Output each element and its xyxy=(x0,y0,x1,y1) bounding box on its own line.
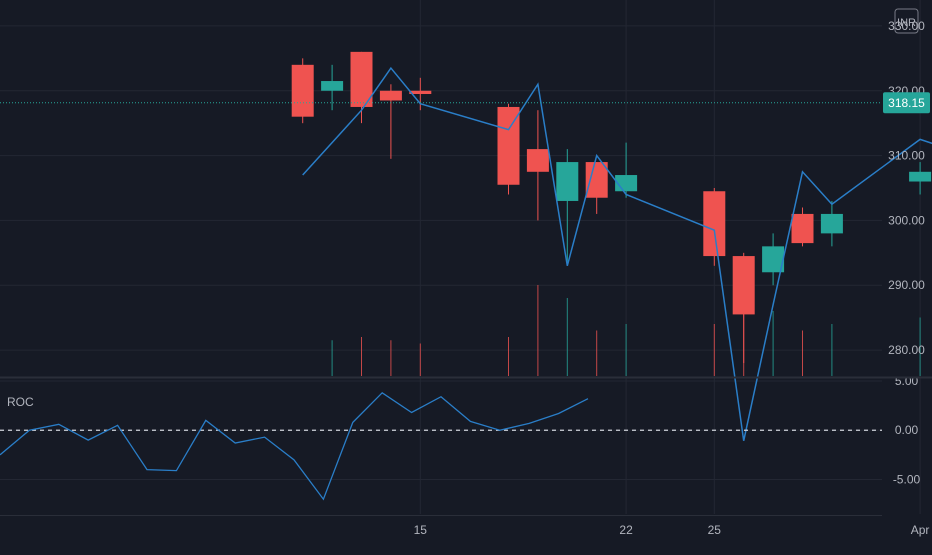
volume-bar xyxy=(419,343,421,376)
volume-bar xyxy=(361,337,362,376)
price-axis-tick-label: 330.00 xyxy=(888,19,925,33)
candle-body xyxy=(350,51,373,107)
volume-bar xyxy=(713,324,715,376)
price-line-layer xyxy=(302,66,932,441)
roc-axis-tick-label: 5.00 xyxy=(895,374,919,388)
roc-line xyxy=(0,391,589,501)
last-price-marker: 318.15 xyxy=(0,92,930,114)
price-axis-tick-label: 300.00 xyxy=(888,213,925,227)
volume-bar xyxy=(596,330,598,376)
candle-body xyxy=(762,246,785,273)
roc-pane xyxy=(0,391,882,501)
time-axis-tick-label: 25 xyxy=(708,523,722,537)
candle-body xyxy=(703,191,726,257)
time-axis-tick-label: 22 xyxy=(619,523,633,537)
price-line xyxy=(302,66,932,441)
roc-axis-tick-label: 0.00 xyxy=(895,423,919,437)
candle-body xyxy=(409,90,432,94)
volume-bar xyxy=(772,311,774,376)
candle-body xyxy=(497,106,520,185)
currency-badge[interactable]: INR xyxy=(894,8,919,34)
volume-bar xyxy=(919,317,921,376)
currency-badge-label: INR xyxy=(897,17,916,29)
candle-body xyxy=(791,213,814,244)
candle-body xyxy=(909,171,932,182)
time-axis-tick-label: Apr xyxy=(911,523,930,537)
volume-bar xyxy=(537,285,539,376)
candle-body xyxy=(820,213,843,234)
candle-body xyxy=(526,149,549,172)
volume-bar xyxy=(390,340,392,376)
volume-bar xyxy=(625,324,627,376)
candle-body xyxy=(291,64,314,117)
volume-bar xyxy=(566,298,568,376)
last-price-badge xyxy=(883,92,930,114)
candle-body xyxy=(732,256,755,315)
currency-badge-frame xyxy=(894,8,919,34)
price-axis-tick-label: 290.00 xyxy=(888,278,925,292)
time-axis-tick-label: 15 xyxy=(414,523,428,537)
volume-bar xyxy=(331,340,333,376)
price-axis-tick-label: 310.00 xyxy=(888,149,925,163)
candle-body xyxy=(556,162,579,201)
roc-indicator-label[interactable]: ROC xyxy=(7,395,34,409)
last-price-label: 318.15 xyxy=(888,96,925,110)
candle-body xyxy=(379,90,402,101)
volume-bar xyxy=(508,337,509,376)
roc-axis-tick-label: -5.00 xyxy=(893,473,921,487)
volume-bar xyxy=(831,324,833,376)
volume-bar xyxy=(802,330,803,376)
price-axis-tick-label: 280.00 xyxy=(888,343,925,357)
candle-body xyxy=(585,162,608,198)
candle-body xyxy=(321,81,344,91)
